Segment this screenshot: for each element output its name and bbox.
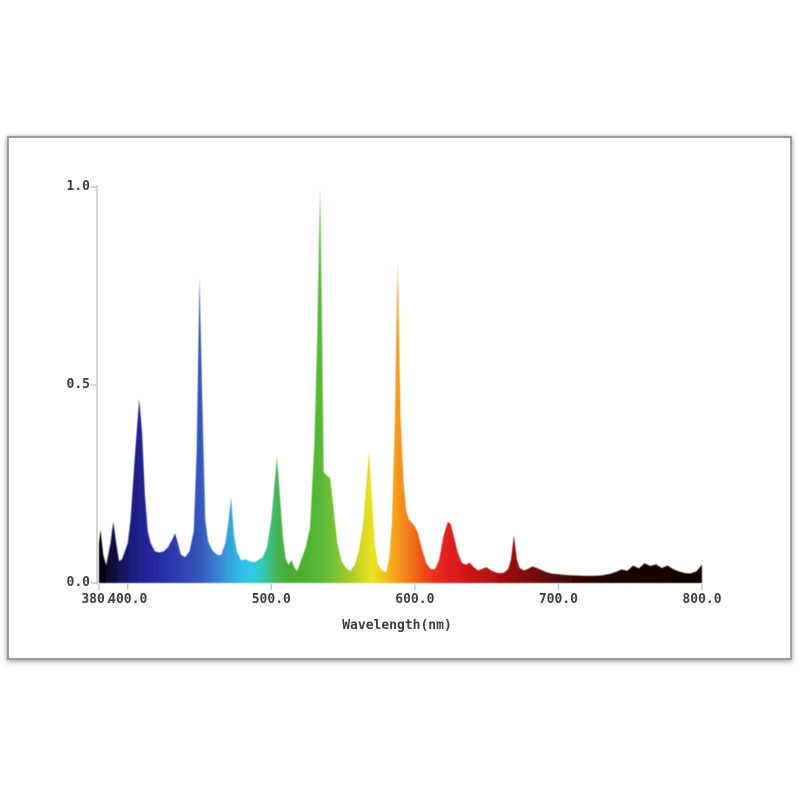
chart-panel: [7, 136, 792, 660]
x-axis-tick-label: 700.0: [538, 592, 578, 607]
y-axis-tick-label: 0.5: [66, 377, 90, 392]
x-axis-tick-label: 380.: [81, 592, 113, 607]
x-axis-tick-label: 600.0: [395, 592, 435, 607]
y-axis-tick-label: 1.0: [66, 179, 90, 194]
x-axis-tick-label: 400.0: [108, 592, 148, 607]
x-axis-tick-label: 500.0: [251, 592, 291, 607]
x-axis-tick-label: 800.0: [682, 592, 722, 607]
y-axis-tick-label: 0.0: [66, 575, 90, 590]
x-axis-title: Wavelength(nm): [342, 618, 452, 633]
